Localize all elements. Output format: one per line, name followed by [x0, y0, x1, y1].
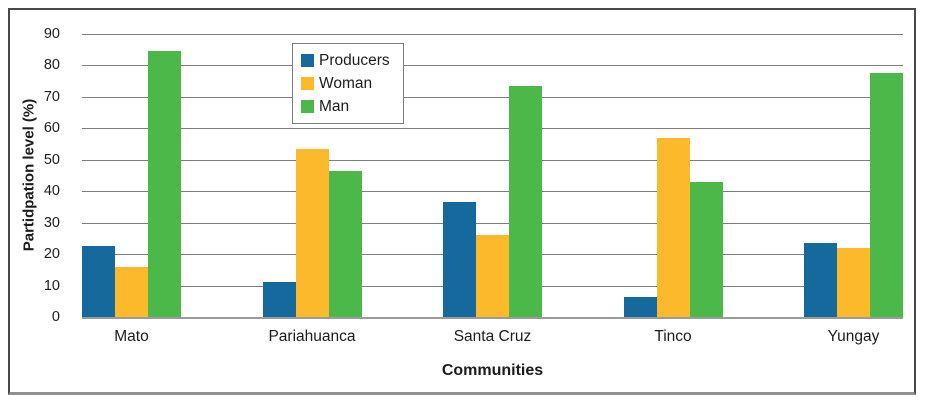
y-tick-label-50: 50 — [43, 151, 60, 168]
y-tick-label-60: 60 — [43, 120, 60, 137]
y-tick-label-40: 40 — [43, 183, 60, 200]
x-category-label-yungay: Yungay — [827, 328, 880, 345]
legend-label: Man — [319, 97, 350, 115]
chart-frame: Partidpation level (%) 0 10 20 30 40 50 60 70 80… — [8, 8, 916, 395]
gridline-90 — [82, 34, 903, 35]
bar-row — [82, 34, 903, 317]
legend-item-man: Man — [301, 96, 401, 117]
legend-label: Producers — [319, 51, 390, 69]
bar-tinco-woman — [656, 137, 690, 317]
x-axis-category-labels: Mato Pariahuanca Santa Cruz Tinco Yungay — [82, 328, 903, 346]
bar-pariahuanca-woman — [295, 148, 329, 317]
plot-area: Producers Woman Man — [82, 34, 903, 319]
bar-group-tinco — [623, 137, 723, 317]
y-tick-label-20: 20 — [43, 246, 60, 263]
y-tick-label-80: 80 — [43, 57, 60, 74]
bar-tinco-producers — [623, 296, 657, 317]
bar-mato-man — [148, 51, 181, 317]
bar-pariahuanca-producers — [262, 282, 296, 317]
x-category-label-santa-cruz: Santa Cruz — [453, 328, 532, 345]
bar-tinco-man — [689, 181, 723, 317]
y-axis-ticks: 0 10 20 30 40 50 60 70 80 90 — [10, 26, 60, 325]
bar-group-mato — [82, 51, 181, 317]
bar-santa-cruz-woman — [476, 235, 509, 317]
bar-santa-cruz-producers — [443, 202, 476, 317]
x-category-label-mato: Mato — [114, 328, 149, 345]
woman-swatch-icon — [301, 77, 314, 90]
x-category-label-tinco: Tinco — [654, 328, 692, 345]
producers-swatch-icon — [301, 54, 314, 67]
y-tick-label-0: 0 — [51, 309, 60, 325]
gridline-40 — [82, 191, 903, 193]
bar-group-pariahuanca — [262, 148, 362, 317]
legend-label: Woman — [319, 74, 373, 92]
gridline-30 — [82, 222, 903, 224]
legend: Producers Woman Man — [292, 43, 404, 124]
bar-yungay-man — [870, 73, 903, 317]
bar-mato-woman — [115, 266, 148, 317]
gridline-60 — [82, 128, 903, 130]
y-tick-label-90: 90 — [43, 26, 60, 42]
bar-mato-producers — [82, 246, 115, 317]
bar-yungay-producers — [804, 243, 837, 317]
y-tick-label-10: 10 — [43, 277, 60, 294]
bar-group-santa-cruz — [443, 85, 542, 317]
gridline-50 — [82, 159, 903, 161]
bar-pariahuanca-man — [328, 170, 362, 317]
bar-group-yungay — [804, 73, 903, 317]
bar-santa-cruz-man — [509, 85, 542, 317]
legend-item-producers: Producers — [301, 50, 401, 71]
man-swatch-icon — [301, 100, 314, 113]
x-category-label-pariahuanca: Pariahuanca — [268, 328, 356, 345]
y-tick-label-70: 70 — [43, 88, 60, 105]
x-axis-title: Communities — [441, 362, 544, 379]
gridline-80 — [82, 65, 903, 67]
y-tick-label-30: 30 — [43, 214, 60, 231]
legend-item-woman: Woman — [301, 73, 401, 94]
gridline-70 — [82, 96, 903, 98]
bar-yungay-woman — [837, 247, 870, 317]
